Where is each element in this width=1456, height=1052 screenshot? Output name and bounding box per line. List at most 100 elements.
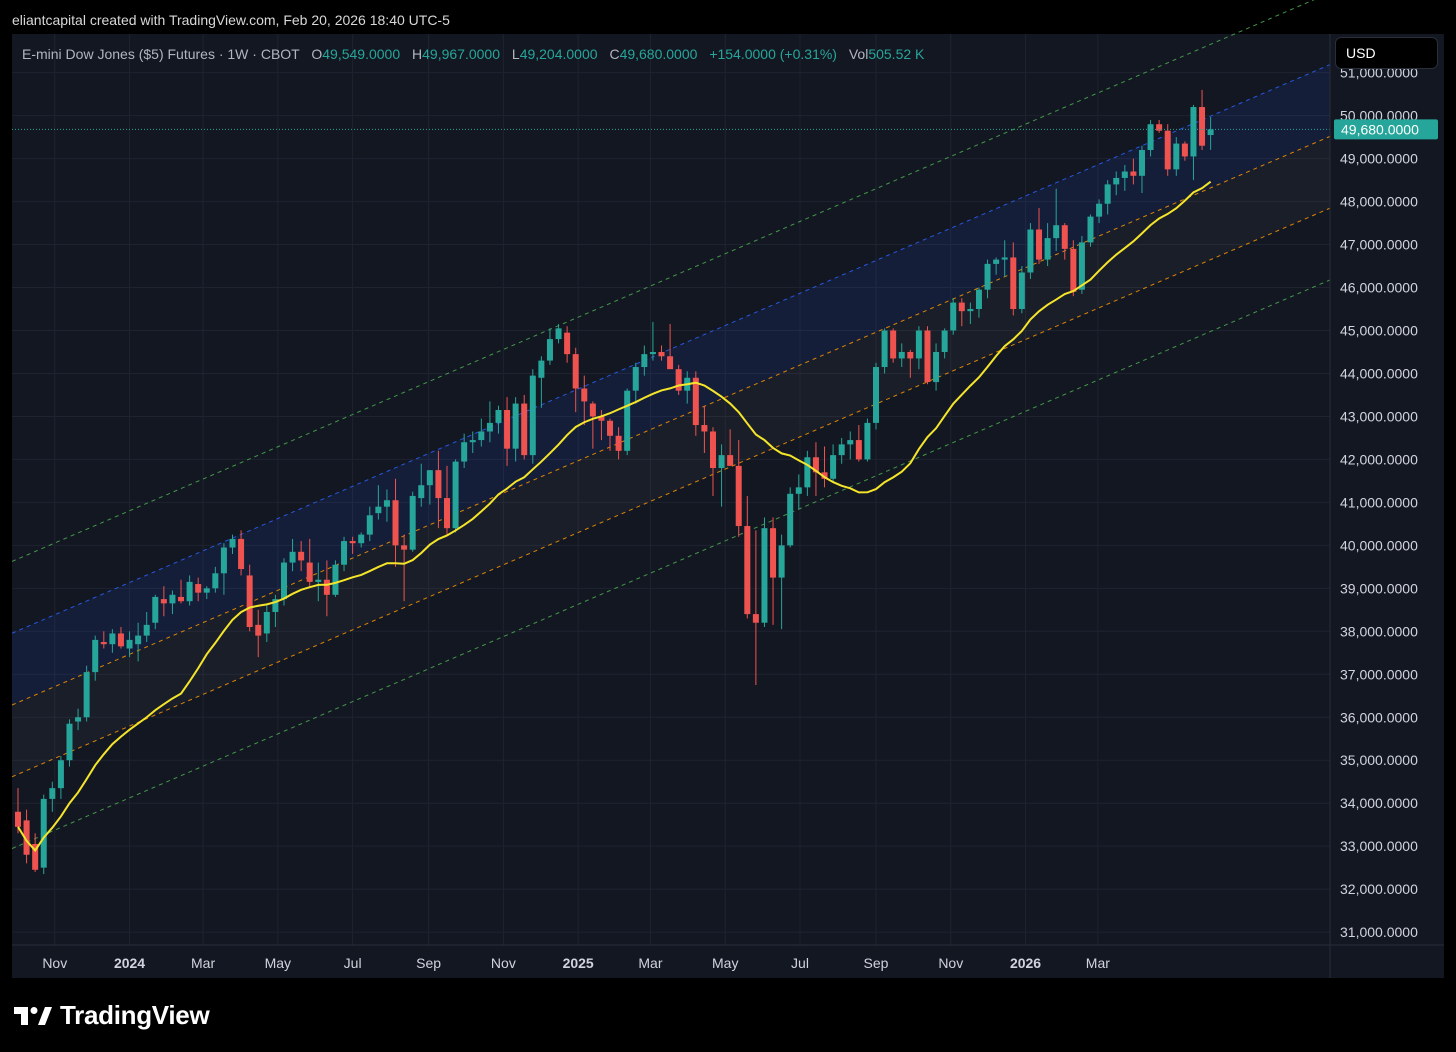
candle: [1173, 137, 1180, 176]
candle: [1053, 188, 1060, 252]
candle-body: [203, 588, 210, 593]
price-tick-label: 34,000.0000: [1340, 795, 1418, 811]
candle-body: [92, 639, 99, 673]
candle-body: [1113, 177, 1120, 185]
candle-body: [855, 440, 862, 460]
price-tick-label: 47,000.0000: [1340, 237, 1418, 253]
candle: [57, 755, 64, 799]
candle: [92, 635, 99, 681]
candle-body: [667, 356, 674, 370]
time-tick-label: Sep: [864, 955, 889, 971]
candle-body: [615, 435, 622, 451]
brand-logo: TradingView: [14, 1000, 210, 1031]
candle-body: [178, 596, 185, 602]
candle: [607, 418, 614, 451]
candle-body: [675, 369, 682, 391]
candle-body: [1121, 171, 1128, 178]
candle-body: [1053, 225, 1060, 239]
candle-body: [280, 562, 287, 600]
candle: [272, 594, 279, 628]
candle-body: [761, 528, 768, 623]
time-axis[interactable]: Nov 2024 Mar May Jul Sep Nov 2025 Mar May Jul Sep No…: [42, 955, 1110, 971]
candle: [1147, 119, 1154, 157]
candle: [735, 440, 742, 537]
candle-body: [23, 820, 30, 855]
price-tick-label: 35,000.0000: [1340, 752, 1418, 768]
chart-attribution: eliantcapital created with TradingView.c…: [12, 12, 450, 28]
currency-button[interactable]: USD: [1335, 37, 1438, 69]
price-axis[interactable]: 31,000.0000 32,000.0000 33,000.0000 34,000.…: [1340, 65, 1418, 940]
candle-body: [1010, 257, 1017, 310]
last-price-label: 49,680.0000: [1334, 119, 1438, 140]
candle: [426, 470, 433, 505]
candle: [512, 397, 519, 462]
candle: [486, 401, 493, 443]
candle-body: [984, 263, 991, 290]
candle: [804, 450, 811, 496]
candle: [229, 534, 236, 554]
candle-body: [838, 444, 845, 456]
candle-body: [1096, 203, 1103, 217]
candle-body: [75, 717, 82, 722]
candle: [298, 541, 305, 572]
candle: [529, 369, 536, 464]
candle: [667, 324, 674, 370]
candle: [1061, 223, 1068, 260]
candle-body: [478, 431, 485, 441]
candle: [66, 719, 73, 767]
candle: [564, 326, 571, 363]
candle: [15, 788, 21, 834]
candle: [1190, 104, 1197, 181]
price-chart[interactable]: 31,000.0000 32,000.0000 33,000.0000 34,000.…: [0, 0, 1456, 990]
price-tick-label: 45,000.0000: [1340, 323, 1418, 339]
candle: [418, 463, 425, 507]
candle-body: [435, 470, 442, 499]
candle: [1036, 208, 1043, 264]
moving-average-line: [17, 180, 1212, 853]
low-label: L: [511, 46, 520, 62]
candle-body: [383, 500, 390, 507]
symbol-title: E-mini Dow Jones ($5) Futures · 1W · CBO…: [22, 46, 300, 62]
candle-body: [564, 332, 571, 355]
close-value: 49,680.0000: [619, 46, 698, 62]
candlesticks[interactable]: [15, 89, 1214, 875]
candle-body: [109, 633, 116, 645]
candle-body: [83, 672, 90, 718]
candle-body: [135, 635, 142, 645]
candle: [1070, 240, 1077, 297]
candle-body: [152, 596, 159, 623]
candle: [709, 427, 716, 496]
candle-body: [169, 594, 176, 604]
candle-body: [32, 844, 39, 870]
candle: [778, 534, 785, 630]
candle-body: [1070, 248, 1077, 292]
high-value: 49,967.0000: [422, 46, 500, 62]
candle-body: [126, 639, 133, 649]
candle: [572, 347, 579, 413]
candle: [924, 326, 931, 385]
candle-body: [195, 584, 202, 593]
low-value: 49,204.0000: [519, 46, 598, 62]
candle-body: [795, 487, 802, 494]
candle-body: [864, 422, 871, 460]
candle-body: [718, 455, 725, 469]
candle: [873, 362, 879, 430]
candle: [555, 324, 562, 344]
candle: [658, 345, 665, 361]
candle: [341, 536, 348, 572]
candle-body: [589, 403, 596, 417]
candle-body: [898, 351, 905, 359]
candle: [632, 362, 639, 404]
candle-body: [967, 309, 974, 312]
candle: [933, 343, 940, 391]
price-tick-label: 44,000.0000: [1340, 365, 1418, 381]
candle-body: [1199, 107, 1206, 146]
candle: [830, 444, 837, 484]
candle-body: [461, 442, 468, 462]
candle: [598, 410, 605, 441]
candle: [993, 257, 1000, 275]
candle-body: [1044, 238, 1051, 260]
time-tick-label: Nov: [491, 955, 516, 971]
candle-body: [426, 470, 433, 486]
candle-body: [1173, 143, 1180, 170]
